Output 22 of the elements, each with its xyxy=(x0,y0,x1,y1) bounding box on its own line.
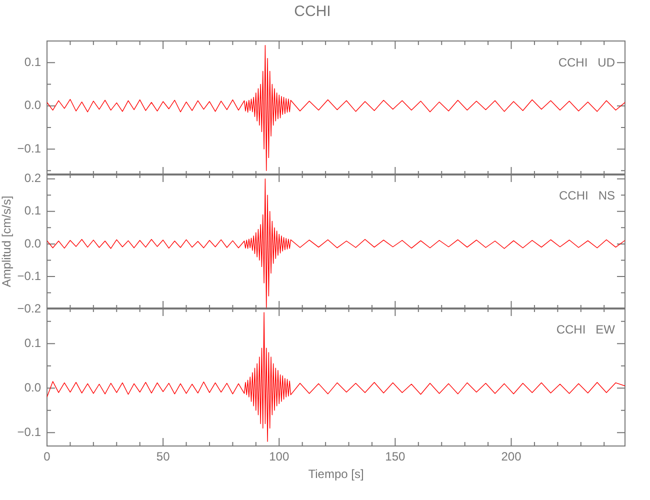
y-tick-label: 0.1 xyxy=(24,54,42,69)
y-tick-label: 0.0 xyxy=(24,236,42,250)
x-tick-label: 100 xyxy=(269,450,290,464)
y-tick-label: −0.2 xyxy=(17,301,42,316)
y-tick-label: 0.0 xyxy=(24,98,42,112)
chart-title: CCHI xyxy=(294,3,331,20)
annotation: CCHI EW xyxy=(556,322,616,336)
x-tick-label: 200 xyxy=(501,450,522,464)
y-tick-label: 0.1 xyxy=(24,204,42,218)
y-axis-title: Amplitud [cm/s/s] xyxy=(0,196,14,288)
annotation: CCHI UD xyxy=(558,55,616,70)
y-tick-label: −0.1 xyxy=(17,141,42,156)
y-tick-label: −0.1 xyxy=(17,268,42,283)
x-axis-title: Tiempo [s] xyxy=(308,467,364,482)
y-tick-label: 0.1 xyxy=(24,336,42,350)
x-tick-label: 0 xyxy=(44,450,51,464)
y-tick-label: −0.1 xyxy=(17,424,42,439)
annotation: CCHI NS xyxy=(558,188,615,202)
x-tick-label: 50 xyxy=(156,450,170,464)
y-tick-label: 0.0 xyxy=(24,380,42,394)
x-tick-label: 150 xyxy=(385,450,406,464)
y-tick-label: 0.2 xyxy=(24,171,42,186)
